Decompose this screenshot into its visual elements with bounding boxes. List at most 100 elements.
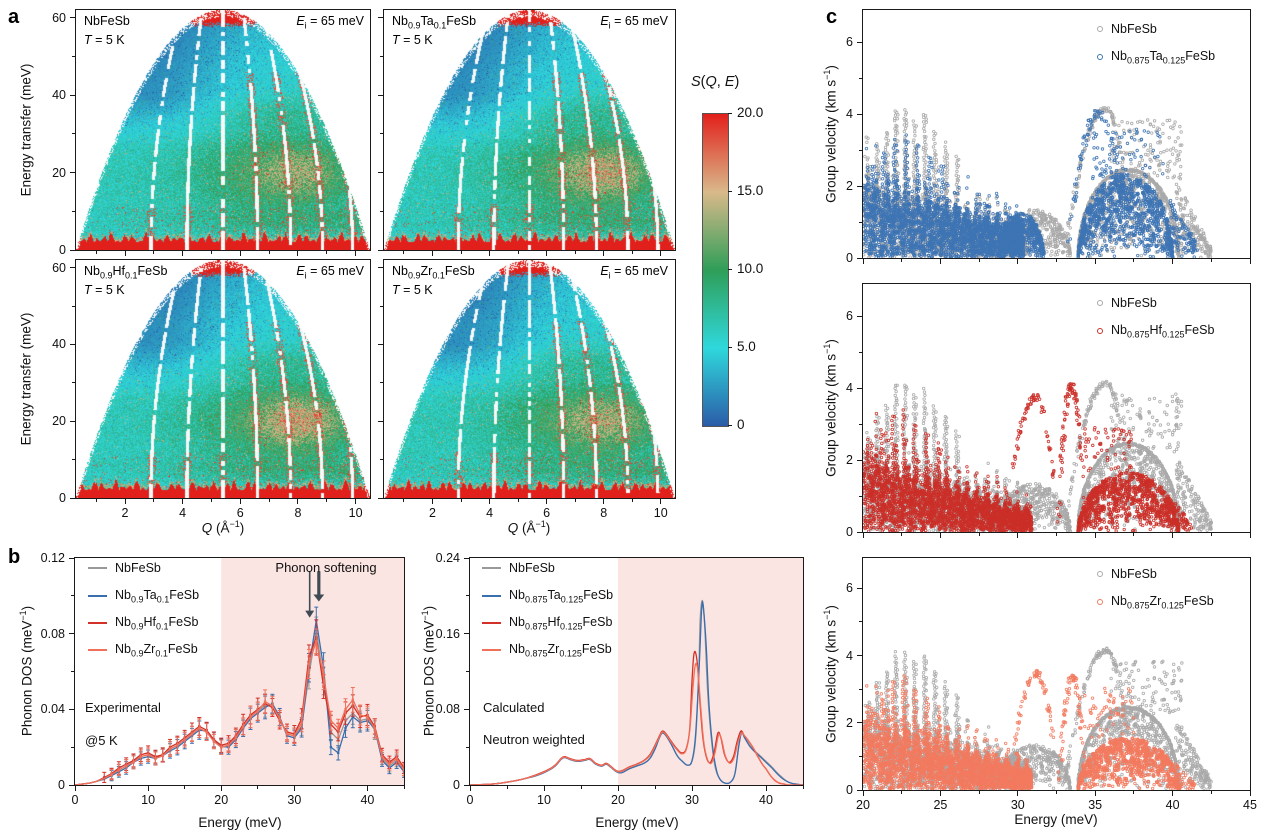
- axis-tick: [70, 420, 75, 422]
- heatmap-title-zr: Nb0.9Zr0.1FeSb: [392, 264, 475, 281]
- legend-item-exp-nbfesb: NbFeSb: [88, 561, 161, 575]
- axis-tick: [293, 786, 295, 791]
- axis-tick: [489, 251, 491, 256]
- axis-tick: [72, 133, 75, 135]
- axis-tick-label: 2: [121, 506, 129, 520]
- axis-tick: [857, 531, 862, 533]
- axis-tick: [464, 784, 469, 786]
- axis-tick: [355, 251, 357, 256]
- legend-marker: [1097, 26, 1103, 32]
- axis-tick: [184, 786, 186, 789]
- axis-tick: [380, 305, 383, 307]
- axis-tick: [859, 755, 862, 757]
- panel-c-label: c: [826, 6, 838, 28]
- axis-tick-label: 60: [52, 10, 66, 25]
- axis-tick: [631, 251, 633, 254]
- legend-item-gv1-ta: Nb0.875Ta0.125FeSb: [1097, 49, 1215, 66]
- axis-tick: [546, 251, 548, 256]
- dos-exp-xlabel: Energy (meV): [198, 815, 282, 830]
- axis-tick: [1210, 533, 1212, 536]
- legend-label: NbFeSb: [1111, 567, 1157, 581]
- axis-tick: [859, 77, 862, 79]
- axis-tick: [728, 786, 730, 789]
- axis-tick: [72, 459, 75, 461]
- axis-tick: [380, 210, 383, 212]
- axis-tick: [1249, 259, 1251, 264]
- axis-tick: [460, 499, 462, 502]
- colorbar-tick-label: 10.0: [737, 261, 764, 276]
- axis-tick: [326, 499, 328, 502]
- axis-tick: [802, 786, 804, 789]
- axis-tick-label: 0.08: [40, 626, 65, 641]
- axis-tick: [257, 786, 259, 789]
- axis-tick: [95, 251, 97, 254]
- legend-swatch: [88, 595, 107, 598]
- axis-tick: [857, 113, 862, 115]
- axis-tick: [111, 786, 113, 789]
- axis-tick: [380, 133, 383, 135]
- colorbar-tick-label: 15.0: [737, 183, 764, 198]
- axis-tick: [147, 786, 149, 791]
- axis-tick: [74, 786, 76, 791]
- legend-item-gv2-nbfesb: NbFeSb: [1097, 296, 1157, 310]
- axis-tick-label: 10: [348, 506, 363, 520]
- axis-tick: [901, 791, 903, 794]
- axis-tick-label: 40: [759, 793, 773, 807]
- axis-tick: [857, 789, 862, 791]
- axis-tick: [901, 533, 903, 536]
- axis-tick: [939, 259, 941, 264]
- axis-tick-label: 8: [294, 506, 302, 520]
- axis-tick: [403, 786, 405, 789]
- axis-tick: [543, 786, 545, 791]
- axis-tick-label: 0: [846, 783, 853, 797]
- axis-tick: [631, 499, 633, 502]
- dos-calculated-plot: [469, 557, 804, 786]
- axis-tick-label: 6: [846, 35, 853, 50]
- axis-tick: [859, 221, 862, 223]
- legend-item-exp-zr: Nb0.9Zr0.1FeSb: [88, 642, 198, 659]
- axis-tick: [857, 387, 862, 389]
- colorbar-title: S(Q, E): [691, 74, 740, 90]
- sqe-heatmap-nbfesb: [75, 9, 371, 251]
- axis-tick: [95, 499, 97, 502]
- gv-xlabel: Energy (meV): [1014, 812, 1098, 827]
- axis-tick: [978, 259, 980, 262]
- axis-tick-label: 40: [360, 793, 375, 807]
- axis-tick: [366, 786, 368, 791]
- axis-tick-label: 4: [846, 381, 853, 396]
- legend-label: Nb0.875Hf0.125FeSb: [509, 615, 613, 632]
- heatmap-title-nbfesb: NbFeSb: [84, 14, 130, 28]
- axis-tick-label: 25: [933, 798, 948, 812]
- axis-tick-label: 30: [685, 793, 699, 807]
- axis-tick: [1210, 259, 1212, 262]
- sqe-heatmap-ta: [383, 9, 676, 251]
- axis-tick: [464, 557, 469, 559]
- axis-tick: [603, 499, 605, 504]
- axis-tick: [1249, 533, 1251, 538]
- axis-tick: [1172, 259, 1174, 264]
- axis-tick: [859, 621, 862, 623]
- axis-tick: [210, 251, 212, 254]
- axis-tick: [69, 708, 74, 710]
- group-velocity-plot-zr: [862, 557, 1251, 791]
- axis-tick: [1133, 533, 1135, 536]
- axis-tick: [378, 420, 383, 422]
- heatmap-ei-zr: Ei = 65 meV: [600, 264, 668, 281]
- axis-tick: [297, 251, 299, 256]
- axis-tick: [72, 305, 75, 307]
- axis-tick: [378, 267, 383, 269]
- legend-label: Nb0.875Hf0.125FeSb: [1111, 323, 1215, 340]
- axis-tick: [469, 786, 471, 791]
- axis-tick: [355, 499, 357, 504]
- axis-tick: [70, 343, 75, 345]
- axis-tick-label: 35: [1088, 798, 1103, 812]
- axis-tick: [857, 315, 862, 317]
- axis-tick-label: 2: [846, 715, 853, 730]
- axis-tick: [862, 533, 864, 538]
- axis-tick: [124, 251, 126, 256]
- axis-tick-label: 40: [1165, 798, 1180, 812]
- legend-marker: [1097, 54, 1103, 61]
- axis-tick: [70, 249, 75, 251]
- axis-tick-label: 0.16: [435, 626, 460, 641]
- axis-tick: [69, 784, 74, 786]
